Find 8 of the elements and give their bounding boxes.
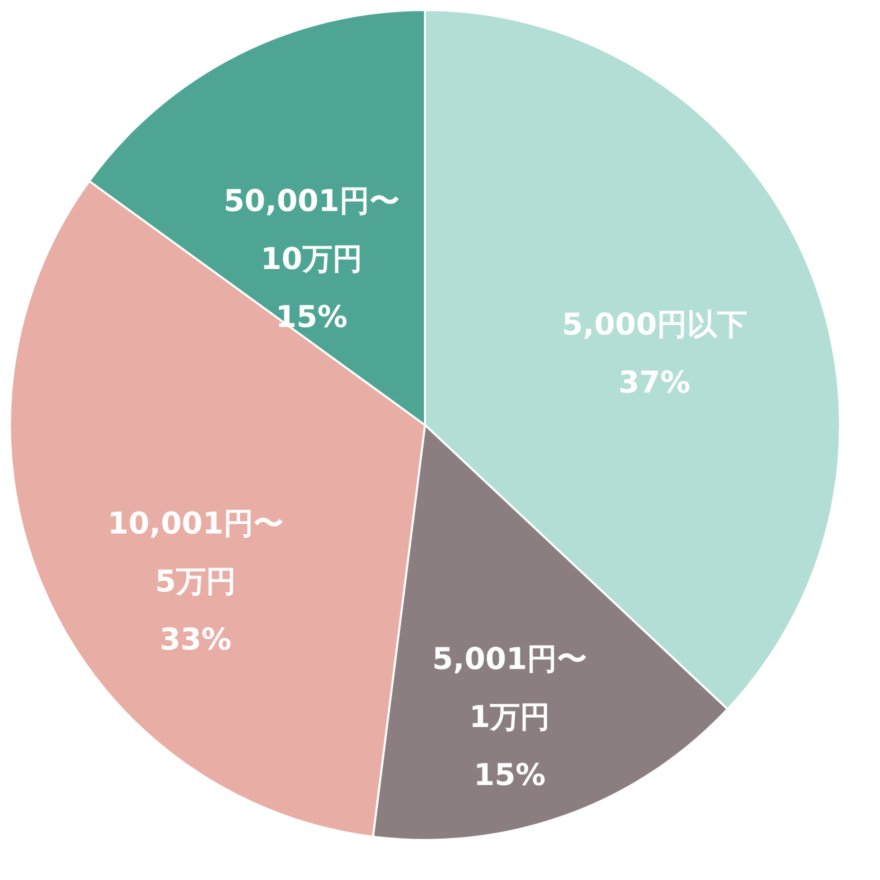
data-label: 33% (160, 622, 232, 658)
slice-label: 10,001円〜 5万円 (108, 506, 284, 600)
data-label: 15% (276, 300, 348, 336)
slice-label: 50,001円〜 10万円 (224, 184, 400, 278)
data-label: 15% (474, 758, 546, 794)
data-label: 37% (618, 366, 690, 401)
slice-label: 5,000円以下 (562, 308, 747, 343)
slice-label: 5,001円〜 1万円 (432, 642, 588, 736)
